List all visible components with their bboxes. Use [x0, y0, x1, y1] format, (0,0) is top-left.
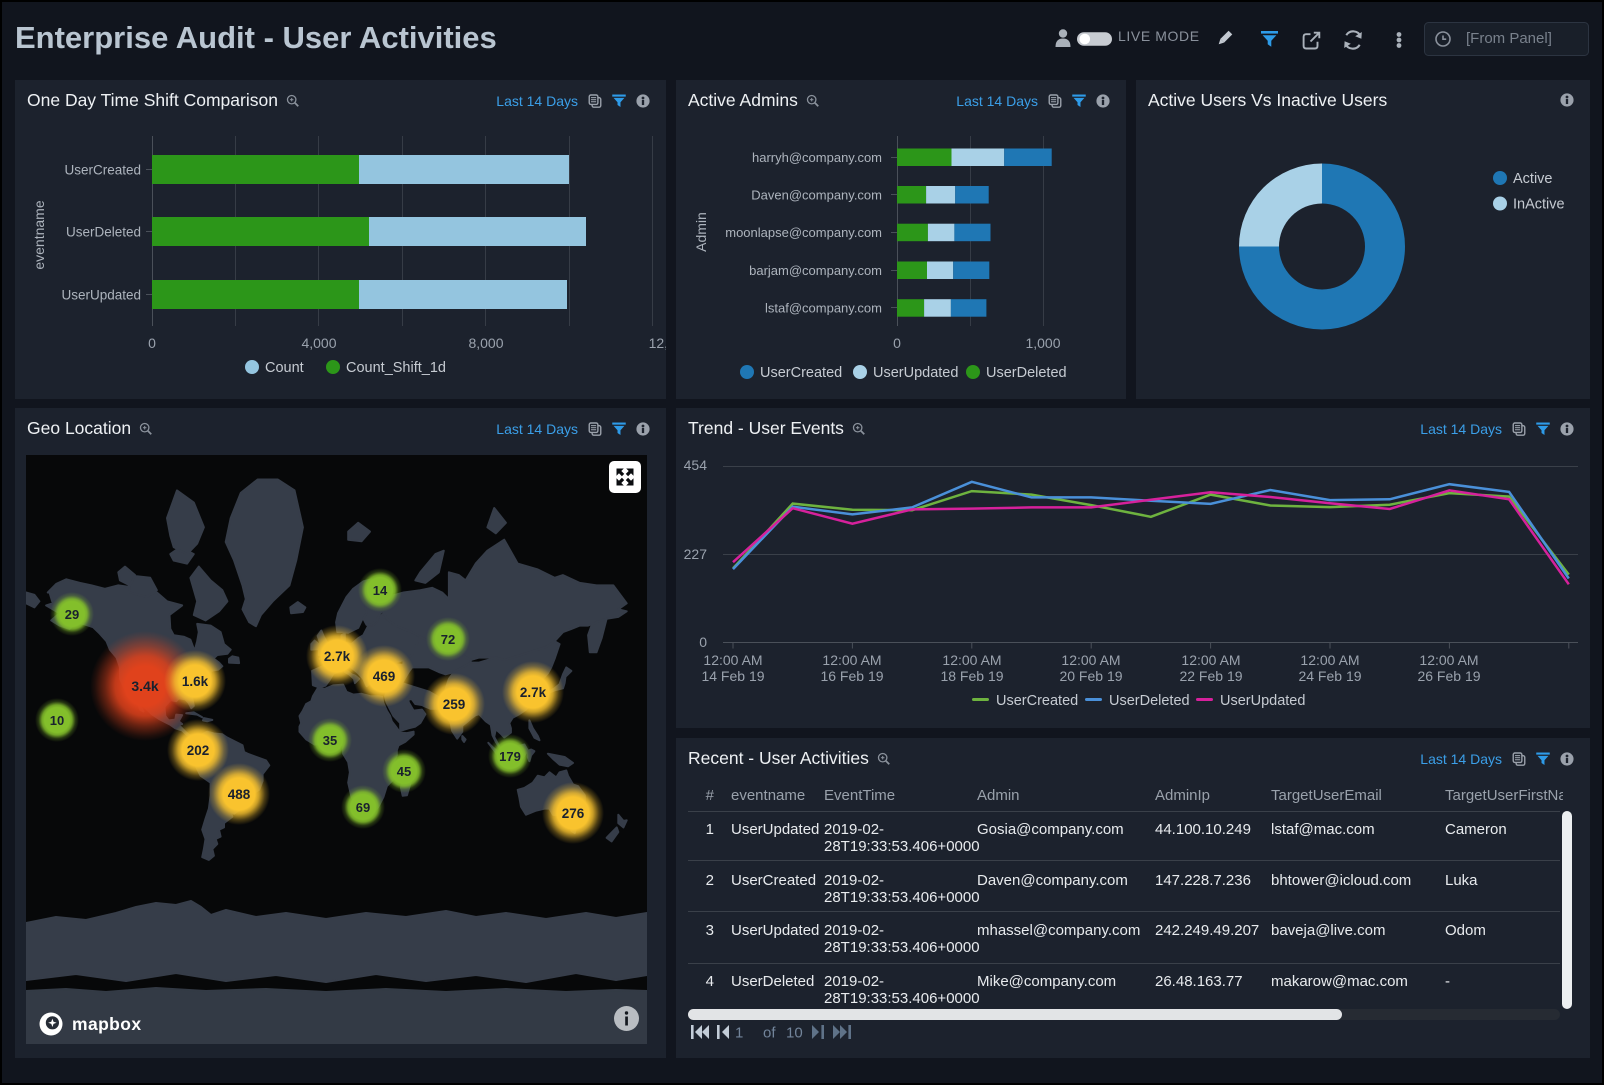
svg-text:24 Feb 19: 24 Feb 19	[1298, 668, 1361, 684]
svg-text:12:00 AM: 12:00 AM	[1061, 652, 1120, 668]
svg-text:12:00 AM: 12:00 AM	[1300, 652, 1359, 668]
svg-text:12:00 AM: 12:00 AM	[703, 652, 762, 668]
svg-text:Count: Count	[265, 360, 304, 376]
svg-text:UserDeleted: UserDeleted	[66, 225, 141, 240]
svg-text:0: 0	[148, 335, 156, 351]
svg-text:22 Feb 19: 22 Feb 19	[1179, 668, 1242, 684]
svg-text:lstaf@company.com: lstaf@company.com	[765, 301, 882, 316]
svg-text:12:00 AM: 12:00 AM	[1181, 652, 1240, 668]
svg-text:Count_Shift_1d: Count_Shift_1d	[346, 360, 446, 376]
svg-text:Daven@company.com: Daven@company.com	[751, 188, 882, 203]
svg-text:UserUpdated: UserUpdated	[873, 365, 958, 381]
svg-text:12:00 AM: 12:00 AM	[1419, 652, 1478, 668]
svg-text:12:00 AM: 12:00 AM	[822, 652, 881, 668]
svg-text:UserCreated: UserCreated	[996, 693, 1078, 709]
svg-text:454: 454	[684, 457, 708, 473]
svg-text:227: 227	[684, 546, 708, 562]
svg-text:0: 0	[699, 634, 707, 650]
svg-text:0: 0	[893, 335, 901, 351]
svg-text:12,000: 12,000	[649, 335, 666, 351]
svg-text:moonlapse@company.com: moonlapse@company.com	[725, 225, 882, 240]
svg-text:of: of	[763, 1025, 776, 1042]
svg-text:UserDeleted: UserDeleted	[986, 365, 1067, 381]
svg-text:Admin: Admin	[693, 212, 709, 252]
svg-text:14 Feb 19: 14 Feb 19	[701, 668, 764, 684]
svg-text:UserUpdated: UserUpdated	[1220, 693, 1305, 709]
svg-text:harryh@company.com: harryh@company.com	[752, 150, 882, 165]
svg-text:InActive: InActive	[1513, 197, 1565, 213]
svg-text:18 Feb 19: 18 Feb 19	[940, 668, 1003, 684]
svg-text:4,000: 4,000	[301, 335, 336, 351]
svg-text:10: 10	[786, 1025, 803, 1042]
svg-text:UserDeleted: UserDeleted	[1109, 693, 1190, 709]
svg-text:barjam@company.com: barjam@company.com	[749, 263, 882, 278]
svg-text:UserCreated: UserCreated	[760, 365, 842, 381]
svg-text:20 Feb 19: 20 Feb 19	[1059, 668, 1122, 684]
svg-text:UserUpdated: UserUpdated	[61, 288, 141, 303]
svg-text:8,000: 8,000	[468, 335, 503, 351]
svg-text:UserCreated: UserCreated	[64, 163, 141, 178]
svg-text:12:00 AM: 12:00 AM	[942, 652, 1001, 668]
svg-text:26 Feb 19: 26 Feb 19	[1417, 668, 1480, 684]
svg-text:eventname: eventname	[31, 200, 47, 269]
svg-text:16 Feb 19: 16 Feb 19	[820, 668, 883, 684]
svg-text:1: 1	[735, 1025, 743, 1042]
svg-text:Active: Active	[1513, 171, 1553, 187]
svg-text:1,000: 1,000	[1025, 335, 1060, 351]
